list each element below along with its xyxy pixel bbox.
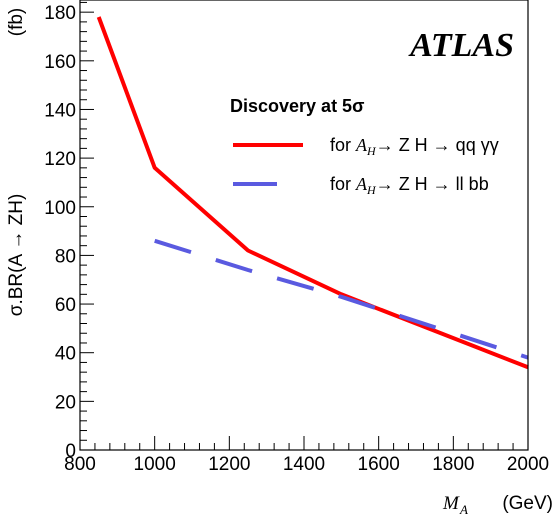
x-tick-label: 1600 xyxy=(358,454,400,475)
axis-ticks xyxy=(79,1,529,451)
series-layer xyxy=(96,16,529,370)
y-tick-label: 40 xyxy=(55,344,76,365)
plot-frame xyxy=(79,0,529,451)
x-tick-label: 1400 xyxy=(283,454,325,475)
y-axis-unit: (fb) xyxy=(6,8,27,37)
tick-labels: 800 1000 1200 1400 1600 1800 2000 0 20 40 60 80 100 1… xyxy=(44,3,549,475)
x-axis-label-subscript: A xyxy=(459,502,468,517)
y-tick-label: 120 xyxy=(44,149,76,170)
y-axis-label-text: σ.BR(A → ZH) xyxy=(6,194,27,317)
x-tick-label: 1800 xyxy=(432,454,474,475)
y-axis-unit-text: (fb) xyxy=(6,8,27,37)
x-axis-label-unit: (GeV) xyxy=(502,493,553,514)
x-tick-label: 1200 xyxy=(208,454,250,475)
legend: for AH→ Z H → qq γγ for AH→ Z H → ll bb xyxy=(233,135,499,197)
y-tick-label: 160 xyxy=(44,52,76,73)
brand-label: ATLAS xyxy=(408,27,514,64)
y-tick-label: 80 xyxy=(55,246,76,267)
y-tick-label: 100 xyxy=(44,198,76,219)
x-tick-label: 1000 xyxy=(134,454,176,475)
x-tick-label: 800 xyxy=(64,454,96,475)
y-tick-label: 60 xyxy=(55,295,76,316)
x-tick-label: 2000 xyxy=(507,454,549,475)
legend-label-2: for AH→ Z H → ll bb xyxy=(330,174,489,197)
legend-label-1: for AH→ Z H → qq γγ xyxy=(330,135,499,158)
y-axis-label: σ.BR(A → ZH) xyxy=(6,194,27,317)
y-tick-label: 140 xyxy=(44,100,76,121)
legend-title: Discovery at 5σ xyxy=(230,96,364,116)
y-tick-label: 180 xyxy=(44,3,76,24)
y-tick-label: 0 xyxy=(65,441,76,462)
x-axis-label: M A (GeV) xyxy=(442,493,553,517)
series-line-2 xyxy=(154,238,529,360)
y-tick-label: 20 xyxy=(55,392,76,413)
x-axis-label-symbol: M xyxy=(442,493,460,514)
